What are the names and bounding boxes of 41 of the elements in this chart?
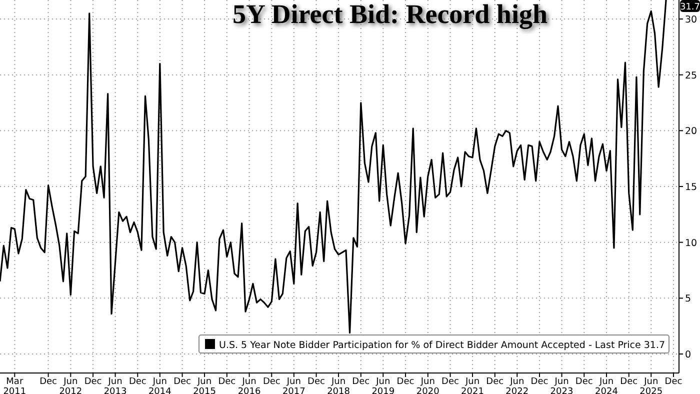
- x-tick-label: Jun 2012: [59, 377, 82, 394]
- x-tick-label: Jun 2019: [372, 377, 395, 394]
- y-tick-label: 30: [685, 14, 698, 26]
- x-tick-label: Dec: [442, 377, 460, 387]
- text: 31.7: [680, 2, 700, 12]
- y-tick-label: 5: [685, 294, 692, 305]
- x-tick-label: Dec: [530, 377, 548, 387]
- x-tick-label: Jun 2022: [506, 377, 529, 394]
- x-tick-label: Jun 2023: [550, 377, 574, 394]
- x-tick-label: Jun 2025: [640, 377, 663, 394]
- x-tick-label: Dec: [308, 377, 326, 387]
- x-tick-label: Jun 2017: [282, 377, 306, 394]
- x-tick-label: Dec: [396, 377, 414, 387]
- y-tick-label: 20: [685, 126, 698, 138]
- x-tick-label: Jun 2018: [327, 377, 350, 394]
- x-tick-label: Dec: [352, 377, 370, 387]
- x-tick-label: Jun 2021: [461, 377, 484, 394]
- line-series: [0, 0, 667, 334]
- x-tick-label: Dec: [664, 377, 682, 387]
- x-tick-label: Dec: [575, 377, 593, 387]
- x-tick-label: Dec: [40, 377, 58, 387]
- x-tick-label: Jun 2024: [595, 377, 618, 394]
- x-tick-label: Dec: [128, 377, 146, 387]
- x-tick-label: Jun 2014: [148, 377, 172, 394]
- x-tick-label: Jun 2013: [104, 377, 127, 394]
- x-tick-label: Dec: [84, 377, 102, 387]
- x-tick-label: Dec: [174, 377, 192, 387]
- y-tick-label: 15: [685, 182, 698, 193]
- y-tick-label: 10: [685, 238, 698, 249]
- y-tick-label: 25: [685, 70, 698, 82]
- x-tick-label: Dec: [218, 377, 236, 387]
- x-tick-label: Jun 2015: [193, 377, 216, 394]
- y-tick-label: 0: [685, 350, 692, 361]
- x-tick-label: Dec: [486, 377, 504, 387]
- chart-title: 5Y Direct Bid: Record high: [234, 1, 550, 31]
- x-tick-label: Jun 2016: [238, 377, 261, 394]
- x-tick-label: Mar 2011: [3, 377, 26, 394]
- x-tick-label: Dec: [262, 377, 280, 387]
- x-tick-label: Dec: [620, 377, 638, 387]
- legend-label: U.S. 5 Year Note Bidder Participation for % of Direct Bidder Amount Accepted - Last Price 31.7: [219, 340, 666, 351]
- x-tick-label: Jun 2020: [416, 377, 440, 394]
